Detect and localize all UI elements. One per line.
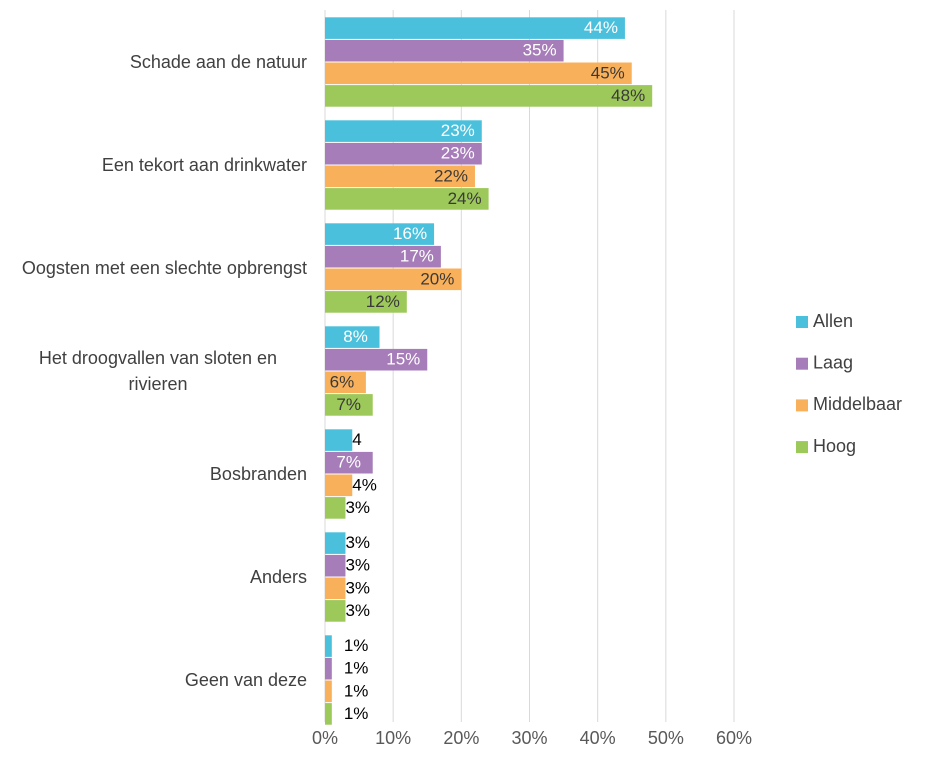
- data-label: 6%: [330, 372, 355, 391]
- bar: [325, 371, 366, 394]
- legend-label: Allen: [813, 311, 853, 331]
- bar: [325, 291, 407, 313]
- bar: [325, 142, 482, 165]
- data-label: 3%: [345, 601, 370, 620]
- legend-label: Middelbaar: [813, 394, 902, 414]
- bar: [325, 268, 462, 291]
- data-label: 44%: [584, 18, 618, 37]
- x-tick-label: 20%: [443, 728, 479, 748]
- legend-label: Laag: [813, 352, 853, 372]
- data-label: 3%: [345, 533, 370, 552]
- bar: [325, 326, 380, 348]
- bar: [325, 703, 332, 725]
- x-tick-label: 60%: [716, 728, 752, 748]
- bar: [325, 532, 346, 554]
- data-label: 23%: [441, 121, 475, 140]
- data-label: 17%: [400, 247, 434, 266]
- bar: [325, 680, 332, 703]
- data-label: 1%: [344, 704, 369, 723]
- bar: [325, 165, 475, 188]
- data-label: 20%: [420, 269, 454, 288]
- legend-swatch: [796, 399, 808, 412]
- data-label: 4%: [352, 475, 377, 494]
- x-tick-label: 0%: [312, 728, 338, 748]
- bar: [325, 474, 353, 497]
- bar: [325, 85, 653, 107]
- category-label: Geen van deze: [184, 670, 307, 690]
- data-label: 7%: [336, 395, 361, 414]
- bar: [325, 348, 428, 371]
- legend-swatch: [796, 316, 808, 328]
- x-tick-label: 30%: [511, 728, 547, 748]
- data-label: 1%: [344, 659, 369, 678]
- data-label: 4: [352, 430, 361, 449]
- data-label: 48%: [611, 86, 645, 105]
- data-label: 3%: [345, 556, 370, 575]
- bar: [325, 17, 625, 39]
- bar: [325, 554, 346, 577]
- legend-swatch: [796, 357, 808, 370]
- data-label: 1%: [344, 636, 369, 655]
- category-label: Schade aan de natuur: [129, 52, 307, 72]
- legend-label: Hoog: [813, 436, 856, 456]
- category-label: Anders: [249, 567, 307, 587]
- bar: [325, 635, 332, 657]
- data-label: 3%: [345, 578, 370, 597]
- bar: [325, 188, 489, 210]
- bar: [325, 120, 482, 142]
- data-label: 16%: [393, 224, 427, 243]
- data-label: 15%: [386, 350, 420, 369]
- bar: [325, 429, 353, 451]
- bar: [325, 39, 564, 62]
- data-label: 23%: [441, 144, 475, 163]
- category-label: Oogsten met een slechte opbrengst: [21, 258, 307, 278]
- category-label: Het droogvallen van sloten en rivieren: [38, 348, 278, 394]
- bar: [325, 394, 373, 416]
- bar: [325, 600, 346, 622]
- bar: [325, 223, 435, 245]
- bar: [325, 657, 332, 680]
- bar: [325, 577, 346, 600]
- category-label: Bosbranden: [209, 464, 307, 484]
- data-label: 3%: [345, 498, 370, 517]
- data-label: 35%: [523, 41, 557, 60]
- data-label: 24%: [448, 189, 482, 208]
- bar: [325, 451, 373, 474]
- data-label: 45%: [591, 63, 625, 82]
- bar: [325, 497, 346, 519]
- x-tick-label: 40%: [580, 728, 616, 748]
- data-label: 8%: [343, 327, 368, 346]
- data-label: 22%: [434, 166, 468, 185]
- category-label: Een tekort aan drinkwater: [101, 155, 307, 175]
- bar: [325, 245, 441, 268]
- data-label: 12%: [366, 292, 400, 311]
- bar: [325, 62, 632, 85]
- data-label: 7%: [336, 453, 361, 472]
- x-tick-label: 50%: [648, 728, 684, 748]
- x-tick-label: 10%: [375, 728, 411, 748]
- legend-swatch: [796, 441, 808, 454]
- data-label: 1%: [344, 681, 369, 700]
